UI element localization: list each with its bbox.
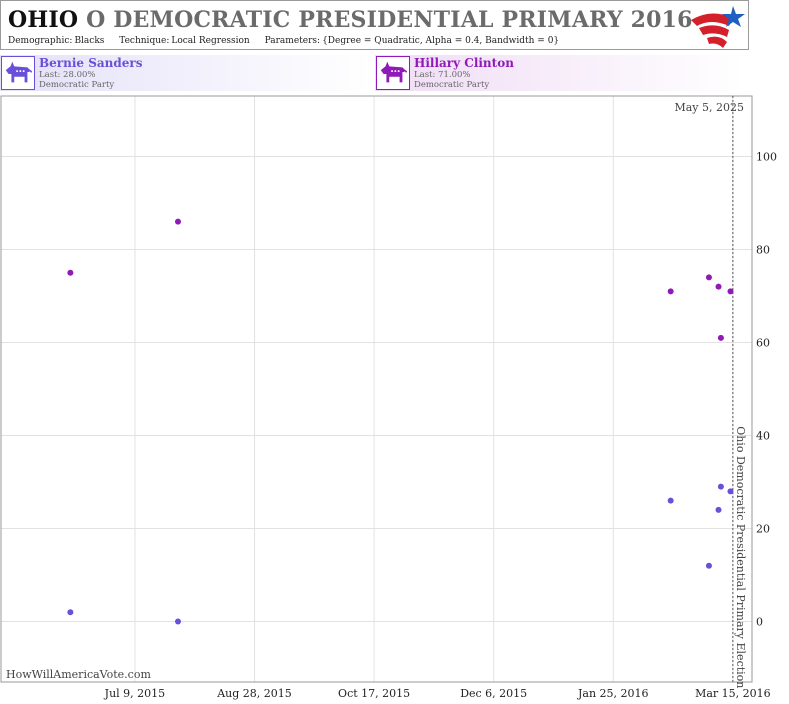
data-point [705, 274, 712, 281]
x-tick-label: Oct 17, 2015 [338, 687, 410, 700]
x-tick-label: Dec 6, 2015 [460, 687, 527, 700]
data-point [667, 288, 674, 295]
democratic-donkey-icon [376, 56, 410, 90]
chart-title: OHIO O DEMOCRATIC PRESIDENTIAL PRIMARY 2… [8, 7, 693, 33]
parameters-line: Demographic: Blacks Technique: Local Regre… [8, 36, 571, 46]
data-point [717, 483, 724, 490]
chart-grid [1, 96, 752, 682]
parameters-label: Parameters: [264, 36, 321, 46]
title-text: O DEMOCRATIC PRESIDENTIAL PRIMARY 2016 [86, 7, 693, 33]
parameters-value: {Degree = Quadratic, Alpha = 0.4, Bandwi… [322, 36, 560, 46]
y-tick-label: 20 [756, 523, 770, 536]
y-tick-label: 40 [756, 430, 770, 443]
technique-label: Technique: [119, 36, 170, 46]
chart-header: OHIO O DEMOCRATIC PRESIDENTIAL PRIMARY 2… [0, 0, 749, 50]
scatter-chart: Ohio Democratic Presidential Primary Ele… [0, 95, 777, 700]
democratic-donkey-icon [1, 56, 35, 90]
data-point [727, 488, 734, 495]
candidate-name: Bernie Sanders [39, 56, 143, 70]
y-axis-ticks: 0 20 40 60 80 100 [756, 150, 777, 628]
data-point [715, 283, 722, 290]
data-point [67, 609, 74, 616]
technique-value: Local Regression [171, 36, 250, 46]
data-point [727, 288, 734, 295]
candidate-party: Democratic Party [414, 80, 490, 90]
demographic-label: Demographic: [8, 36, 73, 46]
x-tick-label: Aug 28, 2015 [216, 687, 292, 700]
data-point [717, 334, 724, 341]
election-day-label: Ohio Democratic Presidential Primary Ele… [734, 426, 747, 688]
y-tick-label: 80 [756, 243, 770, 256]
data-point [174, 618, 181, 625]
data-point [667, 497, 674, 504]
data-points [67, 218, 734, 625]
demographic-value: Blacks [74, 36, 105, 46]
data-point [705, 562, 712, 569]
candidate-party: Democratic Party [39, 80, 115, 90]
x-tick-label: Jul 9, 2015 [104, 687, 166, 700]
candidate-name: Hillary Clinton [414, 56, 514, 70]
state-name: OHIO [8, 7, 79, 33]
data-point [67, 269, 74, 276]
watermark: HowWillAmericaVote.com [6, 668, 151, 681]
candidate-last-value: Last: 71.00% [414, 70, 471, 80]
x-axis-ticks: Jul 9, 2015 Aug 28, 2015 Oct 17, 2015 Dec 6… [104, 687, 771, 700]
current-date-label: May 5, 2025 [674, 101, 744, 114]
y-tick-label: 0 [756, 616, 763, 629]
candidate-card-clinton: Hillary Clinton Last: 71.00% Democratic … [375, 55, 745, 91]
candidate-card-sanders: Bernie Sanders Last: 28.00% Democratic P… [0, 55, 370, 91]
data-point [715, 506, 722, 513]
x-tick-label: Mar 15, 2016 [695, 687, 771, 700]
plot-frame [0, 95, 753, 683]
y-tick-label: 100 [756, 150, 777, 163]
site-logo-icon [691, 6, 745, 48]
data-point [174, 218, 181, 225]
x-tick-label: Jan 25, 2016 [577, 687, 649, 700]
y-tick-label: 60 [756, 336, 770, 349]
candidate-last-value: Last: 28.00% [39, 70, 96, 80]
